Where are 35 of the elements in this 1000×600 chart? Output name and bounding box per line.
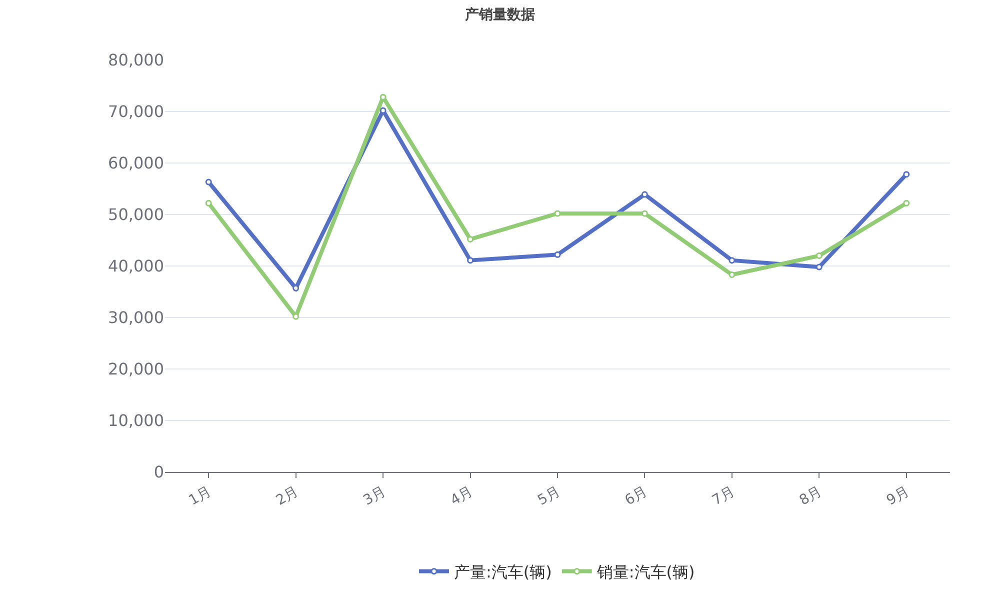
y-tick-label: 10,000	[108, 411, 164, 430]
y-tick-label: 0	[154, 462, 164, 482]
y-tick-label: 40,000	[108, 256, 164, 276]
chart-title: 产销量数据	[464, 6, 535, 23]
y-tick-label: 50,000	[108, 205, 164, 224]
point	[728, 257, 736, 264]
x-tick-label: 8月	[796, 483, 825, 509]
x-tick-label: 6月	[622, 483, 650, 509]
point	[903, 200, 910, 206]
y-tick-label: 30,000	[108, 308, 164, 328]
legend-label: 产量:汽车(辆)	[454, 562, 552, 582]
point	[903, 171, 910, 178]
point	[816, 264, 822, 270]
x-tick-label: 1月	[186, 483, 214, 509]
point	[728, 272, 736, 278]
y-tick-label: 60,000	[108, 154, 164, 173]
x-tick-label: 2月	[273, 483, 302, 509]
point	[816, 252, 822, 259]
y-tick-label: 20,000	[108, 360, 164, 379]
x-tick-label: 9月	[884, 483, 912, 509]
x-tick-label: 3月	[360, 483, 389, 509]
point	[641, 191, 648, 198]
x-tick-label: 4月	[448, 483, 476, 509]
y-tick-label: 80,000	[108, 50, 164, 70]
point	[641, 210, 648, 217]
x-tick-label: 5月	[535, 483, 563, 509]
y-tick-label: 70,000	[108, 102, 164, 122]
point	[205, 200, 212, 206]
point	[467, 257, 474, 264]
x-tick-label: 7月	[710, 483, 738, 509]
point	[467, 236, 474, 242]
point	[205, 178, 212, 186]
legend-label: 销量:汽车(辆)	[596, 562, 695, 582]
point	[554, 251, 561, 258]
point	[554, 210, 561, 217]
